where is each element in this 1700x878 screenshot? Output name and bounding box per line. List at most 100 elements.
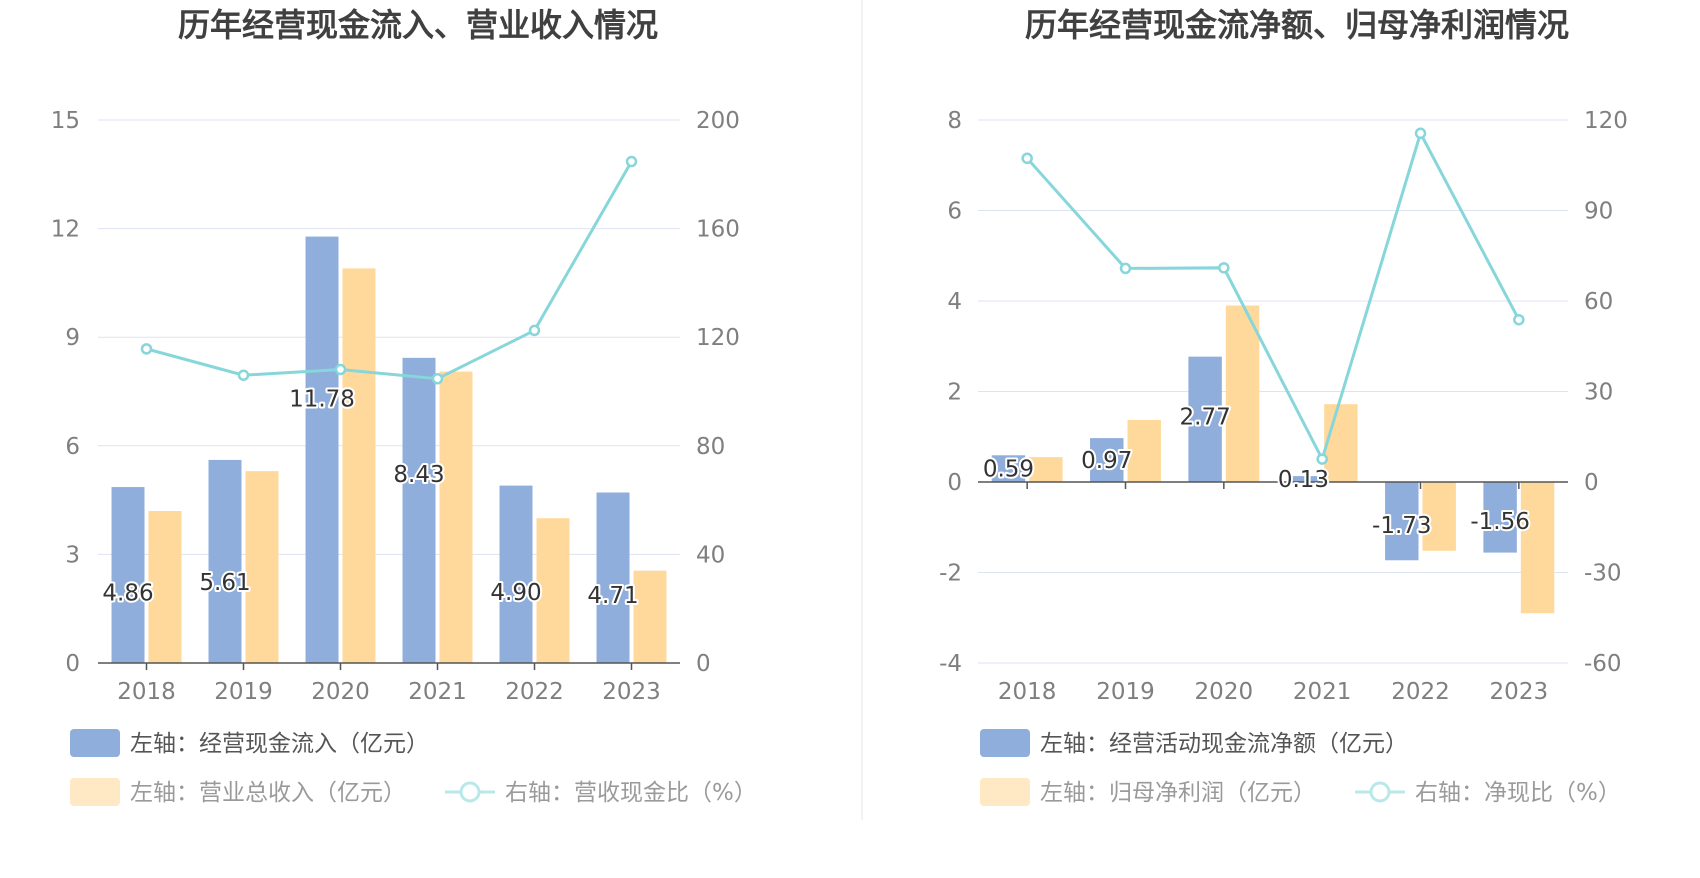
- legend-label: 右轴：营收现金比（%）: [505, 780, 757, 806]
- left-axis-tick-label: 6: [947, 199, 962, 225]
- right-axis-tick-label: 90: [1584, 199, 1613, 225]
- left-axis-tick-label: 15: [51, 108, 80, 134]
- line-point: [1119, 262, 1132, 275]
- legend-swatch-bar: [70, 778, 120, 806]
- legend-swatch-bar: [980, 778, 1030, 806]
- data-label: 4.71: [587, 583, 638, 609]
- left-axis-tick-label: 9: [65, 325, 80, 351]
- bar-primary: [1286, 476, 1321, 482]
- left-axis-tick-label: 4: [947, 289, 962, 315]
- data-label: 4.86: [102, 581, 153, 607]
- x-axis-tick-label: 2022: [505, 679, 564, 705]
- line-point: [625, 155, 638, 168]
- legend-label: 左轴：经营现金流入（亿元）: [130, 731, 429, 757]
- x-axis-tick-label: 2021: [1293, 679, 1352, 705]
- right-axis-tick-label: 120: [696, 325, 740, 351]
- data-label: 11.78: [289, 387, 355, 413]
- right-axis-tick-label: 160: [696, 217, 740, 243]
- legend-swatch-marker: [1369, 781, 1391, 803]
- x-axis-tick-label: 2021: [408, 679, 467, 705]
- data-label: 2.77: [1180, 405, 1231, 431]
- bar-primary: [596, 492, 630, 663]
- line-point: [140, 343, 153, 355]
- legend-label: 右轴：净现比（%）: [1415, 780, 1621, 806]
- bar-secondary: [245, 471, 279, 663]
- right-axis-tick-label: 0: [1584, 470, 1599, 496]
- x-axis-tick-label: 2022: [1391, 679, 1450, 705]
- left-axis-tick-label: 2: [947, 380, 962, 406]
- bar-secondary: [439, 371, 473, 663]
- bar-secondary: [1127, 420, 1161, 482]
- left-axis-tick-label: 0: [65, 651, 80, 677]
- bar-secondary: [148, 510, 182, 663]
- x-axis-tick-label: 2019: [214, 679, 273, 705]
- data-label: 5.61: [199, 570, 250, 596]
- right-axis-tick-label: 80: [696, 434, 725, 460]
- line-point: [237, 369, 250, 381]
- bar-secondary: [633, 570, 667, 663]
- left-axis-tick-label: -4: [939, 651, 962, 677]
- data-label: 4.90: [490, 580, 541, 606]
- right-axis-tick-label: -30: [1584, 561, 1622, 587]
- legend-label: 左轴：归母净利润（亿元）: [1040, 780, 1316, 806]
- bar-primary: [1188, 356, 1222, 482]
- right-axis-tick-label: 120: [1584, 108, 1628, 134]
- left-axis-tick-label: 12: [51, 217, 80, 243]
- right-axis-tick-label: 40: [696, 542, 725, 568]
- chart-title: 历年经营现金流净额、归母净利润情况: [1025, 6, 1569, 44]
- bar-secondary: [1324, 404, 1358, 482]
- bar-secondary: [1520, 482, 1555, 614]
- cash-inflow-revenue-chart: 历年经营现金流入、营业收入情况 0 3 6 9 12 15 0 40 80 120 160 200 20…: [51, 6, 757, 806]
- legend-label: 左轴：经营活动现金流净额（亿元）: [1040, 731, 1408, 757]
- bar-primary: [111, 487, 145, 663]
- data-label: 0.59: [983, 457, 1034, 483]
- legend-swatch-marker: [459, 781, 481, 803]
- bar-primary: [499, 485, 533, 663]
- right-axis-tick-label: 200: [696, 108, 740, 134]
- line-point: [1414, 127, 1427, 140]
- x-axis-tick-label: 2023: [602, 679, 661, 705]
- line-point: [334, 363, 347, 376]
- left-axis-tick-label: -2: [939, 561, 962, 587]
- left-axis-tick-label: 6: [65, 434, 80, 460]
- line-series: [146, 160, 633, 381]
- right-axis-tick-label: -60: [1584, 651, 1622, 677]
- bar-primary: [1385, 482, 1419, 561]
- bar-primary: [305, 236, 339, 663]
- right-axis-tick-label: 30: [1584, 380, 1613, 406]
- data-label: 8.43: [393, 462, 444, 488]
- line-point: [1021, 152, 1033, 165]
- left-axis-tick-label: 3: [65, 542, 80, 568]
- bar-secondary: [1029, 457, 1063, 482]
- line-point: [1316, 453, 1328, 465]
- x-axis-tick-label: 2020: [1195, 679, 1254, 705]
- left-axis-tick-label: 8: [947, 108, 962, 134]
- line-point: [528, 324, 541, 337]
- data-label: 0.97: [1081, 448, 1132, 474]
- legend-swatch-bar: [980, 729, 1030, 757]
- bar-secondary: [1422, 482, 1456, 551]
- bar-secondary: [1225, 305, 1260, 482]
- data-label: 0.13: [1278, 467, 1329, 493]
- left-axis-tick-label: 0: [947, 470, 962, 496]
- data-label: -1.73: [1372, 513, 1432, 539]
- bar-primary: [402, 357, 436, 663]
- bar-primary: [1483, 482, 1517, 553]
- x-axis-tick-label: 2023: [1490, 679, 1549, 705]
- line-point: [1218, 262, 1230, 274]
- bar-primary: [991, 455, 1026, 482]
- bar-primary: [1090, 438, 1124, 482]
- x-axis-tick-label: 2020: [311, 679, 370, 705]
- net-cash-profit-chart: 历年经营现金流净额、归母净利润情况 -4 -2 0 2 4 6 8 -60 -30 0 30 60 90…: [939, 6, 1628, 806]
- legend-label: 左轴：营业总收入（亿元）: [130, 780, 406, 806]
- data-label: -1.56: [1470, 509, 1530, 535]
- bar-secondary: [536, 518, 570, 663]
- chart-title: 历年经营现金流入、营业收入情况: [178, 6, 658, 44]
- x-axis-tick-label: 2018: [998, 679, 1057, 705]
- bar-secondary: [342, 268, 376, 663]
- x-axis-tick-label: 2019: [1096, 679, 1155, 705]
- right-axis-tick-label: 60: [1584, 289, 1613, 315]
- line-point: [1513, 313, 1525, 326]
